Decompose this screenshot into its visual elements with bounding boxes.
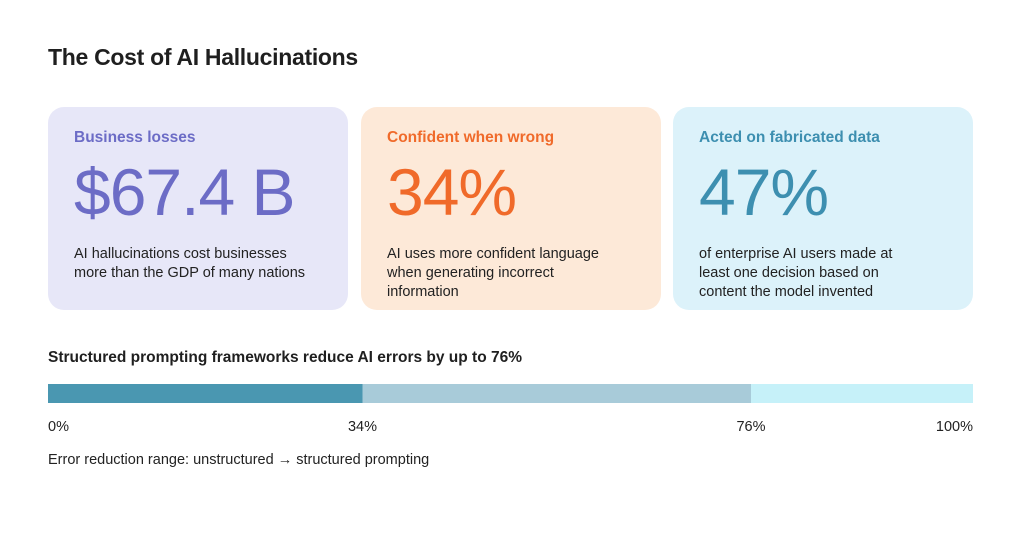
- card-label: Acted on fabricated data: [699, 129, 880, 146]
- x-tick-label: 34%: [348, 419, 377, 435]
- chart-caption: Error reduction range: unstructured → st…: [48, 452, 430, 468]
- card-description: of enterprise AI users made at least one…: [699, 246, 893, 300]
- stat-card: Business losses $67.4 B AI hallucination…: [48, 107, 348, 310]
- bar-segment: [48, 384, 363, 403]
- card-label: Business losses: [74, 129, 196, 146]
- page-title: The Cost of AI Hallucinations: [48, 44, 358, 70]
- card-value: 47%: [699, 155, 829, 229]
- x-tick-label: 0%: [48, 419, 69, 435]
- stat-card: Acted on fabricated data 47% of enterpri…: [673, 107, 973, 310]
- card-value: $67.4 B: [74, 155, 296, 229]
- chart-title: Structured prompting frameworks reduce A…: [48, 349, 522, 366]
- bar-segment: [362, 384, 751, 403]
- card-label: Confident when wrong: [387, 129, 555, 146]
- card-description: AI hallucinations cost businesses more t…: [74, 246, 306, 281]
- stat-card: Confident when wrong 34% AI uses more co…: [361, 107, 661, 310]
- chart: 0% 34% 76% 100%: [48, 384, 973, 435]
- x-tick-label: 100%: [936, 419, 973, 435]
- x-tick-label: 76%: [736, 419, 765, 435]
- card-description: AI uses more confident language when gen…: [387, 246, 599, 300]
- bar-segment: [751, 384, 973, 403]
- card-value: 34%: [387, 155, 517, 229]
